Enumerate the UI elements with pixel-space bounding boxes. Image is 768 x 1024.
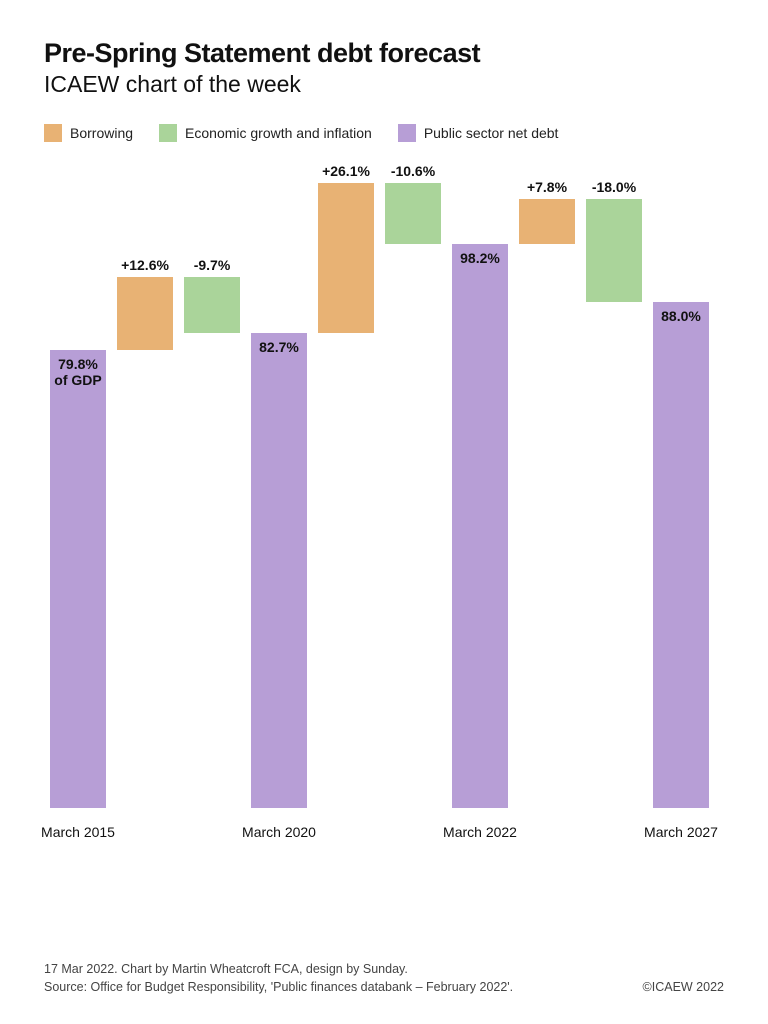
growth-bar (586, 199, 642, 302)
debt-bar (251, 333, 307, 808)
legend: Borrowing Economic growth and inflation … (44, 124, 724, 142)
growth-bar (184, 277, 240, 333)
borrowing-bar (519, 199, 575, 244)
legend-label: Economic growth and inflation (185, 125, 372, 141)
debt-bar (452, 244, 508, 808)
footer-line: 17 Mar 2022. Chart by Martin Wheatcroft … (44, 960, 513, 978)
footer-line: Source: Office for Budget Responsibility… (44, 978, 513, 996)
bar-label: -10.6% (377, 163, 449, 179)
footer-left: 17 Mar 2022. Chart by Martin Wheatcroft … (44, 960, 513, 996)
bar-label: 88.0% (645, 308, 717, 324)
legend-swatch (398, 124, 416, 142)
bar-label: +12.6% (109, 257, 181, 273)
footer: 17 Mar 2022. Chart by Martin Wheatcroft … (44, 960, 724, 996)
plot: 79.8%of GDP+12.6%-9.7%82.7%+26.1%-10.6%9… (44, 176, 724, 836)
chart-subtitle: ICAEW chart of the week (44, 71, 724, 98)
borrowing-bar (318, 183, 374, 333)
footer-copyright: ©ICAEW 2022 (643, 978, 724, 996)
growth-bar (385, 183, 441, 244)
legend-item: Public sector net debt (398, 124, 559, 142)
chart-title: Pre-Spring Statement debt forecast (44, 38, 724, 69)
x-axis-label: March 2027 (644, 824, 718, 840)
debt-bar (50, 350, 106, 808)
legend-item: Economic growth and inflation (159, 124, 372, 142)
bar-label: 82.7% (243, 339, 315, 355)
chart-area: 79.8%of GDP+12.6%-9.7%82.7%+26.1%-10.6%9… (44, 176, 724, 960)
bar-label: 98.2% (444, 250, 516, 266)
borrowing-bar (117, 277, 173, 349)
bar-label: +7.8% (511, 179, 583, 195)
x-axis-label: March 2020 (242, 824, 316, 840)
legend-item: Borrowing (44, 124, 133, 142)
legend-swatch (44, 124, 62, 142)
bar-label: -9.7% (176, 257, 248, 273)
bar-label: +26.1% (310, 163, 382, 179)
x-axis-label: March 2015 (41, 824, 115, 840)
legend-swatch (159, 124, 177, 142)
bar-label: 79.8%of GDP (42, 356, 114, 388)
bar-label: -18.0% (578, 179, 650, 195)
legend-label: Borrowing (70, 125, 133, 141)
legend-label: Public sector net debt (424, 125, 559, 141)
x-axis-label: March 2022 (443, 824, 517, 840)
debt-bar (653, 302, 709, 808)
